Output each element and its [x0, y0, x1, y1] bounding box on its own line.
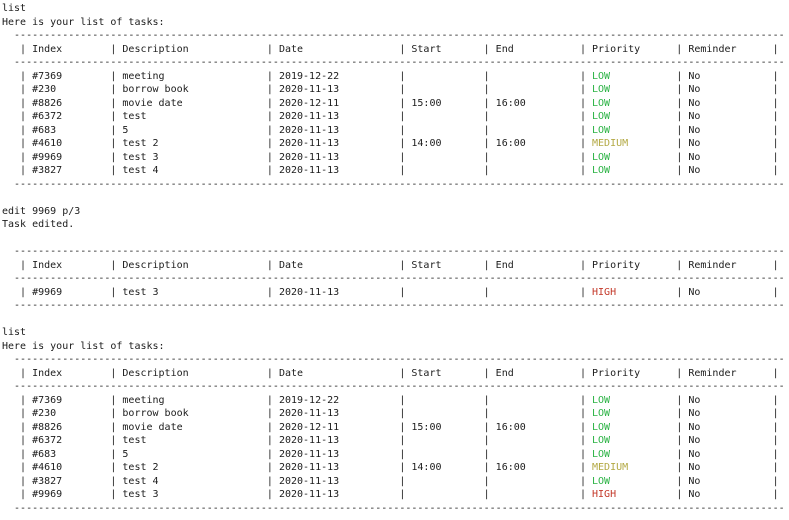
- priority-value: LOW: [586, 84, 677, 95]
- priority-value: LOW: [586, 448, 677, 460]
- table-header-row: | Index | Description | Date | Start | E…: [2, 259, 779, 271]
- table-row: | #230 | borrow book | 2020-11-13 | | | …: [2, 408, 779, 419]
- priority-value: MEDIUM: [586, 462, 677, 473]
- task-table: ----------------------------------------…: [2, 29, 789, 191]
- table-row: | #6372 | test | 2020-11-13 | | | LOW | …: [2, 111, 779, 122]
- table-row: | #3827 | test 4 | 2020-11-13 | | | LOW …: [2, 165, 779, 176]
- task-table: ----------------------------------------…: [2, 353, 789, 515]
- table-header-separator: ----------------------------------------…: [2, 57, 785, 68]
- priority-value: HIGH: [586, 489, 677, 500]
- task-table: ----------------------------------------…: [2, 245, 789, 313]
- response-line: Here is your list of tasks:: [2, 340, 165, 352]
- table-row: | #9969 | test 3 | 2020-11-13 | | | LOW …: [2, 151, 779, 163]
- table-header-separator: ----------------------------------------…: [2, 273, 785, 284]
- table-row: | #6372 | test | 2020-11-13 | | | LOW | …: [2, 435, 779, 446]
- table-row: | #7369 | meeting | 2019-12-22 | | | LOW…: [2, 70, 779, 82]
- table-row: | #9969 | test 3 | 2020-11-13 | | | HIGH…: [2, 286, 779, 298]
- table-border-bottom: ----------------------------------------…: [2, 502, 785, 514]
- priority-value: LOW: [586, 475, 677, 487]
- response-line: Task edited.: [2, 219, 75, 230]
- command-block-1: list Here is your list of tasks: -------…: [2, 2, 789, 191]
- table-row: | #683 | 5 | 2020-11-13 | | | LOW | No |: [2, 124, 779, 136]
- table-border-top: ----------------------------------------…: [2, 246, 785, 257]
- table-row: | #683 | 5 | 2020-11-13 | | | LOW | No |: [2, 448, 779, 460]
- table-row: | #9969 | test 3 | 2020-11-13 | | | HIGH…: [2, 489, 779, 500]
- table-border-bottom: ----------------------------------------…: [2, 300, 785, 311]
- table-row: | #230 | borrow book | 2020-11-13 | | | …: [2, 84, 779, 95]
- table-row: | #8826 | movie date | 2020-12-11 | 15:0…: [2, 421, 779, 433]
- table-row: | #3827 | test 4 | 2020-11-13 | | | LOW …: [2, 475, 779, 487]
- table-border-bottom: ----------------------------------------…: [2, 178, 785, 190]
- command-block-2: edit 9969 p/3 Task edited. -------------…: [2, 205, 789, 313]
- priority-value: LOW: [586, 435, 677, 446]
- priority-value: LOW: [586, 111, 677, 122]
- table-row: | #7369 | meeting | 2019-12-22 | | | LOW…: [2, 394, 779, 406]
- priority-value: LOW: [586, 151, 677, 163]
- command-line: list: [2, 327, 27, 338]
- blank-line: [2, 232, 789, 246]
- table-header-separator: ----------------------------------------…: [2, 381, 785, 392]
- table-row: | #8826 | movie date | 2020-12-11 | 15:0…: [2, 97, 779, 109]
- table-border-top: ----------------------------------------…: [2, 354, 785, 365]
- priority-value: LOW: [586, 70, 677, 82]
- table-header-row: | Index | Description | Date | Start | E…: [2, 367, 779, 379]
- priority-value: LOW: [586, 408, 677, 419]
- table-row: | #4610 | test 2 | 2020-11-13 | 14:00 | …: [2, 138, 779, 149]
- table-row: | #4610 | test 2 | 2020-11-13 | 14:00 | …: [2, 462, 779, 473]
- priority-value: HIGH: [586, 286, 677, 298]
- command-line: edit 9969 p/3: [2, 205, 81, 217]
- command-block-3: list Here is your list of tasks: -------…: [2, 326, 789, 515]
- table-border-top: ----------------------------------------…: [2, 30, 785, 41]
- table-header-row: | Index | Description | Date | Start | E…: [2, 43, 779, 55]
- priority-value: LOW: [586, 97, 677, 109]
- priority-value: LOW: [586, 421, 677, 433]
- priority-value: LOW: [586, 124, 677, 136]
- priority-value: LOW: [586, 394, 677, 406]
- command-line: list: [2, 3, 27, 14]
- priority-value: MEDIUM: [586, 138, 677, 149]
- response-line: Here is your list of tasks:: [2, 16, 165, 28]
- priority-value: LOW: [586, 165, 677, 176]
